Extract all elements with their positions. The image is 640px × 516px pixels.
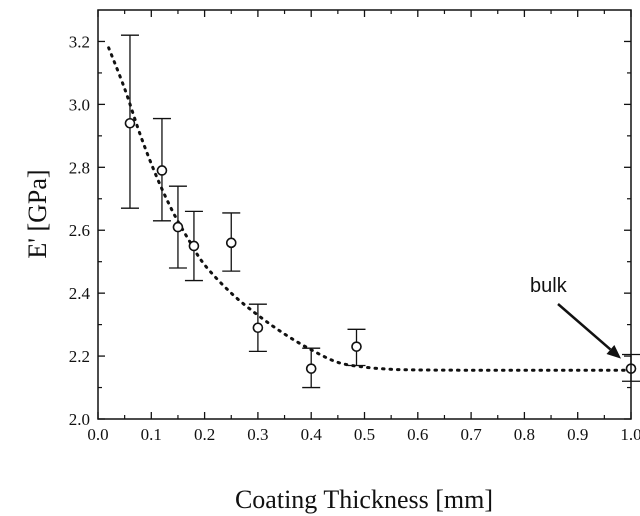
y-tick-label: 3.0 <box>69 95 90 114</box>
x-tick-label: 0.0 <box>87 425 108 444</box>
bulk-arrowhead <box>606 344 621 359</box>
bulk-arrow <box>557 303 612 351</box>
x-tick-label: 0.2 <box>194 425 215 444</box>
fit-curve <box>107 46 633 372</box>
data-point <box>351 341 362 352</box>
x-tick-label: 0.7 <box>460 425 482 444</box>
x-axis-title: Coating Thickness [mm] <box>235 485 493 514</box>
data-point <box>188 240 200 252</box>
points-layer <box>124 117 637 374</box>
data-point <box>252 322 264 334</box>
bulk-annotation-label: bulk <box>530 275 568 297</box>
data-point <box>172 221 184 233</box>
y-tick-label: 2.6 <box>69 221 90 240</box>
y-tick-label: 2.2 <box>69 347 90 366</box>
x-tick-label: 0.8 <box>514 425 535 444</box>
data-point <box>225 237 237 249</box>
y-tick-label: 2.8 <box>69 158 90 177</box>
y-axis-title: E' [GPa] <box>23 169 52 258</box>
x-tick-label: 0.3 <box>247 425 268 444</box>
ticks-layer: 0.0 0.1 0.2 0.3 0.4 0.5 0.6 0.7 0.8 0.9 1.0 2.0 2.2 2… <box>69 10 640 444</box>
y-tick-label: 3.2 <box>69 32 90 51</box>
x-tick-label: 0.1 <box>141 425 162 444</box>
data-point <box>156 165 168 176</box>
x-tick-label: 0.9 <box>567 425 588 444</box>
data-point <box>124 117 136 129</box>
x-tick-label: 0.4 <box>301 425 323 444</box>
y-tick-label: 2.0 <box>69 410 90 429</box>
data-point <box>305 363 317 374</box>
x-tick-label: 1.0 <box>620 425 640 444</box>
errorbars-layer <box>120 34 640 389</box>
y-tick-label: 2.4 <box>69 284 91 303</box>
plot-frame <box>97 9 632 420</box>
x-tick-label: 0.6 <box>407 425 428 444</box>
x-tick-label: 0.5 <box>354 425 375 444</box>
